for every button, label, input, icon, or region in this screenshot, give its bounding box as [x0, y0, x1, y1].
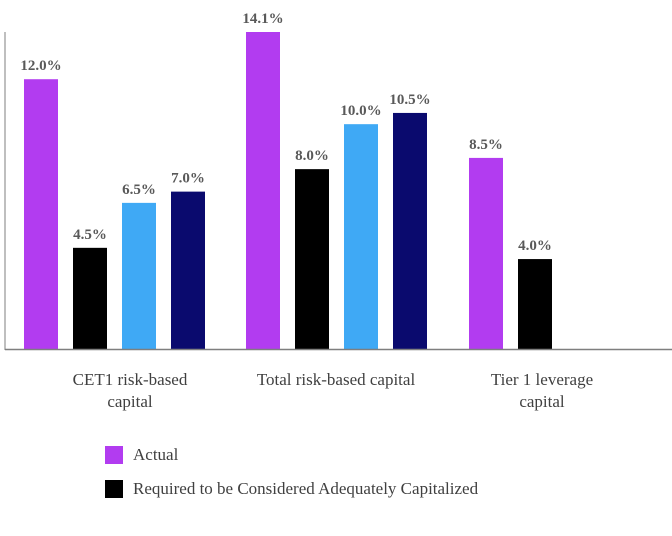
- bar-chart: 12.0% 4.5% 6.5% 7.0% 14.1% 8.0% 10.0% 10.5% 8.5%…: [4, 11, 672, 411]
- bar-1-0: [246, 32, 280, 349]
- data-label-0-0: 12.0%: [20, 58, 61, 74]
- bar-2-0: [469, 157, 503, 349]
- data-label-0-3: 7.0%: [171, 171, 205, 187]
- category-label-line-1-0: Total risk-based capital: [257, 370, 416, 389]
- data-label-0-1: 4.5%: [73, 227, 107, 243]
- legend-swatch-required: [105, 480, 123, 498]
- data-label-2-1: 4.0%: [518, 238, 552, 254]
- data-label-2-0: 8.5%: [469, 137, 503, 153]
- bar-0-3: [171, 191, 205, 349]
- data-label-1-3: 10.5%: [389, 92, 430, 108]
- bar-0-1: [73, 247, 107, 349]
- legend-label-actual: Actual: [133, 445, 179, 464]
- legend-item-required: Required to be Considered Adequately Cap…: [105, 472, 478, 506]
- category-label-line-0-1: capital: [107, 392, 153, 411]
- legend-item-actual: Actual: [105, 438, 478, 472]
- bar-2-1: [518, 259, 552, 349]
- category-label-line-0-0: CET1 risk-based: [73, 370, 188, 389]
- data-label-1-2: 10.0%: [340, 103, 381, 119]
- bar-1-2: [344, 124, 378, 349]
- bar-0-0: [24, 79, 58, 349]
- category-label-line-2-0: Tier 1 leverage: [491, 370, 593, 389]
- bar-0-2: [122, 202, 156, 349]
- bar-1-3: [393, 112, 427, 349]
- chart-legend: Actual Required to be Considered Adequat…: [105, 438, 478, 506]
- legend-label-required: Required to be Considered Adequately Cap…: [133, 479, 479, 498]
- legend-swatch-actual: [105, 446, 123, 464]
- category-label-1: Total risk-based capital: [257, 370, 416, 389]
- category-label-2: Tier 1 leverage capital: [491, 370, 593, 411]
- bar-1-1: [295, 169, 329, 349]
- category-label-line-2-1: capital: [519, 392, 565, 411]
- data-label-1-0: 14.1%: [242, 11, 283, 27]
- data-label-0-2: 6.5%: [122, 182, 156, 198]
- category-label-0: CET1 risk-based capital: [73, 370, 188, 411]
- data-label-1-1: 8.0%: [295, 148, 329, 164]
